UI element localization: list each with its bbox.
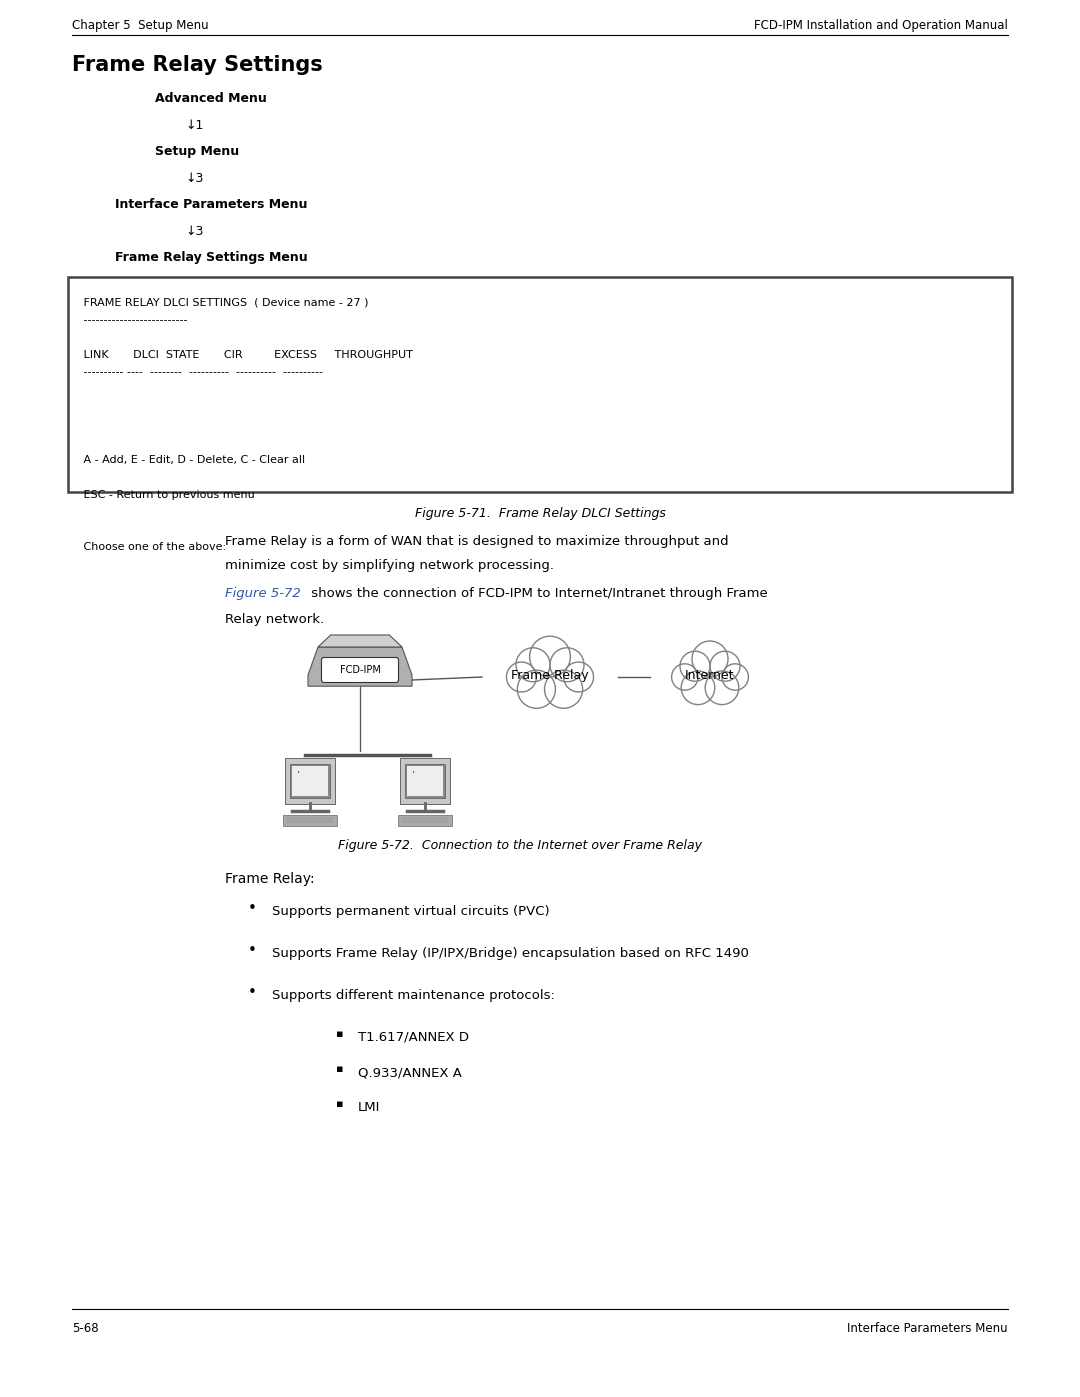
- FancyBboxPatch shape: [405, 764, 445, 798]
- Text: Frame Relay: Frame Relay: [511, 669, 589, 682]
- Circle shape: [507, 662, 537, 692]
- Text: T1.617/ANNEX D: T1.617/ANNEX D: [357, 1031, 469, 1044]
- Text: Interface Parameters Menu: Interface Parameters Menu: [114, 198, 308, 211]
- Text: LINK       DLCI  STATE       CIR         EXCESS     THROUGHPUT: LINK DLCI STATE CIR EXCESS THROUGHPUT: [80, 349, 413, 359]
- Text: ---------- ----  --------  ----------  ----------  ----------: ---------- ---- -------- ---------- ----…: [80, 367, 323, 377]
- Text: ↓3: ↓3: [185, 225, 203, 237]
- Text: Supports different maintenance protocols:: Supports different maintenance protocols…: [272, 989, 555, 1002]
- Circle shape: [672, 664, 698, 690]
- Text: Relay network.: Relay network.: [225, 613, 324, 626]
- Text: ’: ’: [411, 771, 414, 781]
- Circle shape: [516, 648, 550, 682]
- Text: Chapter 5  Setup Menu: Chapter 5 Setup Menu: [72, 20, 208, 32]
- Text: FCD-IPM: FCD-IPM: [339, 665, 380, 675]
- Circle shape: [710, 651, 740, 682]
- Text: Figure 5-72.  Connection to the Internet over Frame Relay: Figure 5-72. Connection to the Internet …: [338, 840, 702, 852]
- FancyBboxPatch shape: [291, 764, 330, 798]
- Text: minimize cost by simplifying network processing.: minimize cost by simplifying network pro…: [225, 559, 554, 571]
- Text: Frame Relay Settings: Frame Relay Settings: [72, 54, 323, 75]
- Circle shape: [705, 671, 739, 704]
- Text: Supports permanent virtual circuits (PVC): Supports permanent virtual circuits (PVC…: [272, 905, 550, 918]
- Circle shape: [681, 671, 715, 704]
- Circle shape: [692, 641, 728, 678]
- Circle shape: [517, 671, 555, 708]
- Text: Frame Relay is a form of WAN that is designed to maximize throughput and: Frame Relay is a form of WAN that is des…: [225, 535, 729, 548]
- Circle shape: [680, 651, 710, 682]
- Circle shape: [544, 671, 582, 708]
- Text: ESC - Return to previous menu: ESC - Return to previous menu: [80, 489, 255, 500]
- Text: Frame Relay:: Frame Relay:: [225, 872, 314, 886]
- Circle shape: [564, 662, 594, 692]
- FancyBboxPatch shape: [322, 658, 399, 683]
- Text: ’: ’: [296, 771, 299, 781]
- Text: Choose one of the above:: Choose one of the above:: [80, 542, 226, 552]
- FancyBboxPatch shape: [399, 814, 453, 826]
- Text: •: •: [247, 985, 256, 1000]
- Text: ↓1: ↓1: [185, 119, 203, 131]
- Text: •: •: [247, 901, 256, 916]
- Text: FCD-IPM Installation and Operation Manual: FCD-IPM Installation and Operation Manua…: [754, 20, 1008, 32]
- Circle shape: [723, 664, 748, 690]
- Text: Q.933/ANNEX A: Q.933/ANNEX A: [357, 1066, 462, 1078]
- Text: LMI: LMI: [357, 1101, 380, 1113]
- Text: ▪: ▪: [336, 1030, 343, 1039]
- Polygon shape: [318, 636, 402, 647]
- Text: A - Add, E - Edit, D - Delete, C - Clear all: A - Add, E - Edit, D - Delete, C - Clear…: [80, 454, 306, 464]
- FancyBboxPatch shape: [400, 759, 450, 805]
- Text: shows the connection of FCD-IPM to Internet/Intranet through Frame: shows the connection of FCD-IPM to Inter…: [307, 587, 768, 599]
- Text: Supports Frame Relay (IP/IPX/Bridge) encapsulation based on RFC 1490: Supports Frame Relay (IP/IPX/Bridge) enc…: [272, 947, 748, 960]
- Text: Frame Relay Settings Menu: Frame Relay Settings Menu: [114, 251, 308, 264]
- FancyBboxPatch shape: [407, 766, 443, 796]
- Text: 5-68: 5-68: [72, 1322, 98, 1336]
- Text: ▪: ▪: [336, 1099, 343, 1109]
- FancyBboxPatch shape: [283, 814, 337, 826]
- Text: Figure 5-72: Figure 5-72: [225, 587, 300, 599]
- Polygon shape: [308, 647, 411, 686]
- Text: Figure 5-71.  Frame Relay DLCI Settings: Figure 5-71. Frame Relay DLCI Settings: [415, 507, 665, 520]
- Text: ▪: ▪: [336, 1065, 343, 1074]
- Circle shape: [529, 636, 570, 678]
- FancyBboxPatch shape: [285, 759, 335, 805]
- Circle shape: [550, 648, 584, 682]
- Text: Internet: Internet: [685, 669, 734, 682]
- Text: •: •: [247, 943, 256, 958]
- Text: FRAME RELAY DLCI SETTINGS  ( Device name - 27 ): FRAME RELAY DLCI SETTINGS ( Device name …: [80, 298, 368, 307]
- Text: --------------------------: --------------------------: [80, 314, 188, 324]
- Text: Interface Parameters Menu: Interface Parameters Menu: [848, 1322, 1008, 1336]
- Text: Setup Menu: Setup Menu: [156, 145, 239, 158]
- Text: Advanced Menu: Advanced Menu: [156, 92, 267, 105]
- FancyBboxPatch shape: [292, 766, 328, 796]
- FancyBboxPatch shape: [68, 277, 1012, 492]
- Text: ↓3: ↓3: [185, 172, 203, 184]
